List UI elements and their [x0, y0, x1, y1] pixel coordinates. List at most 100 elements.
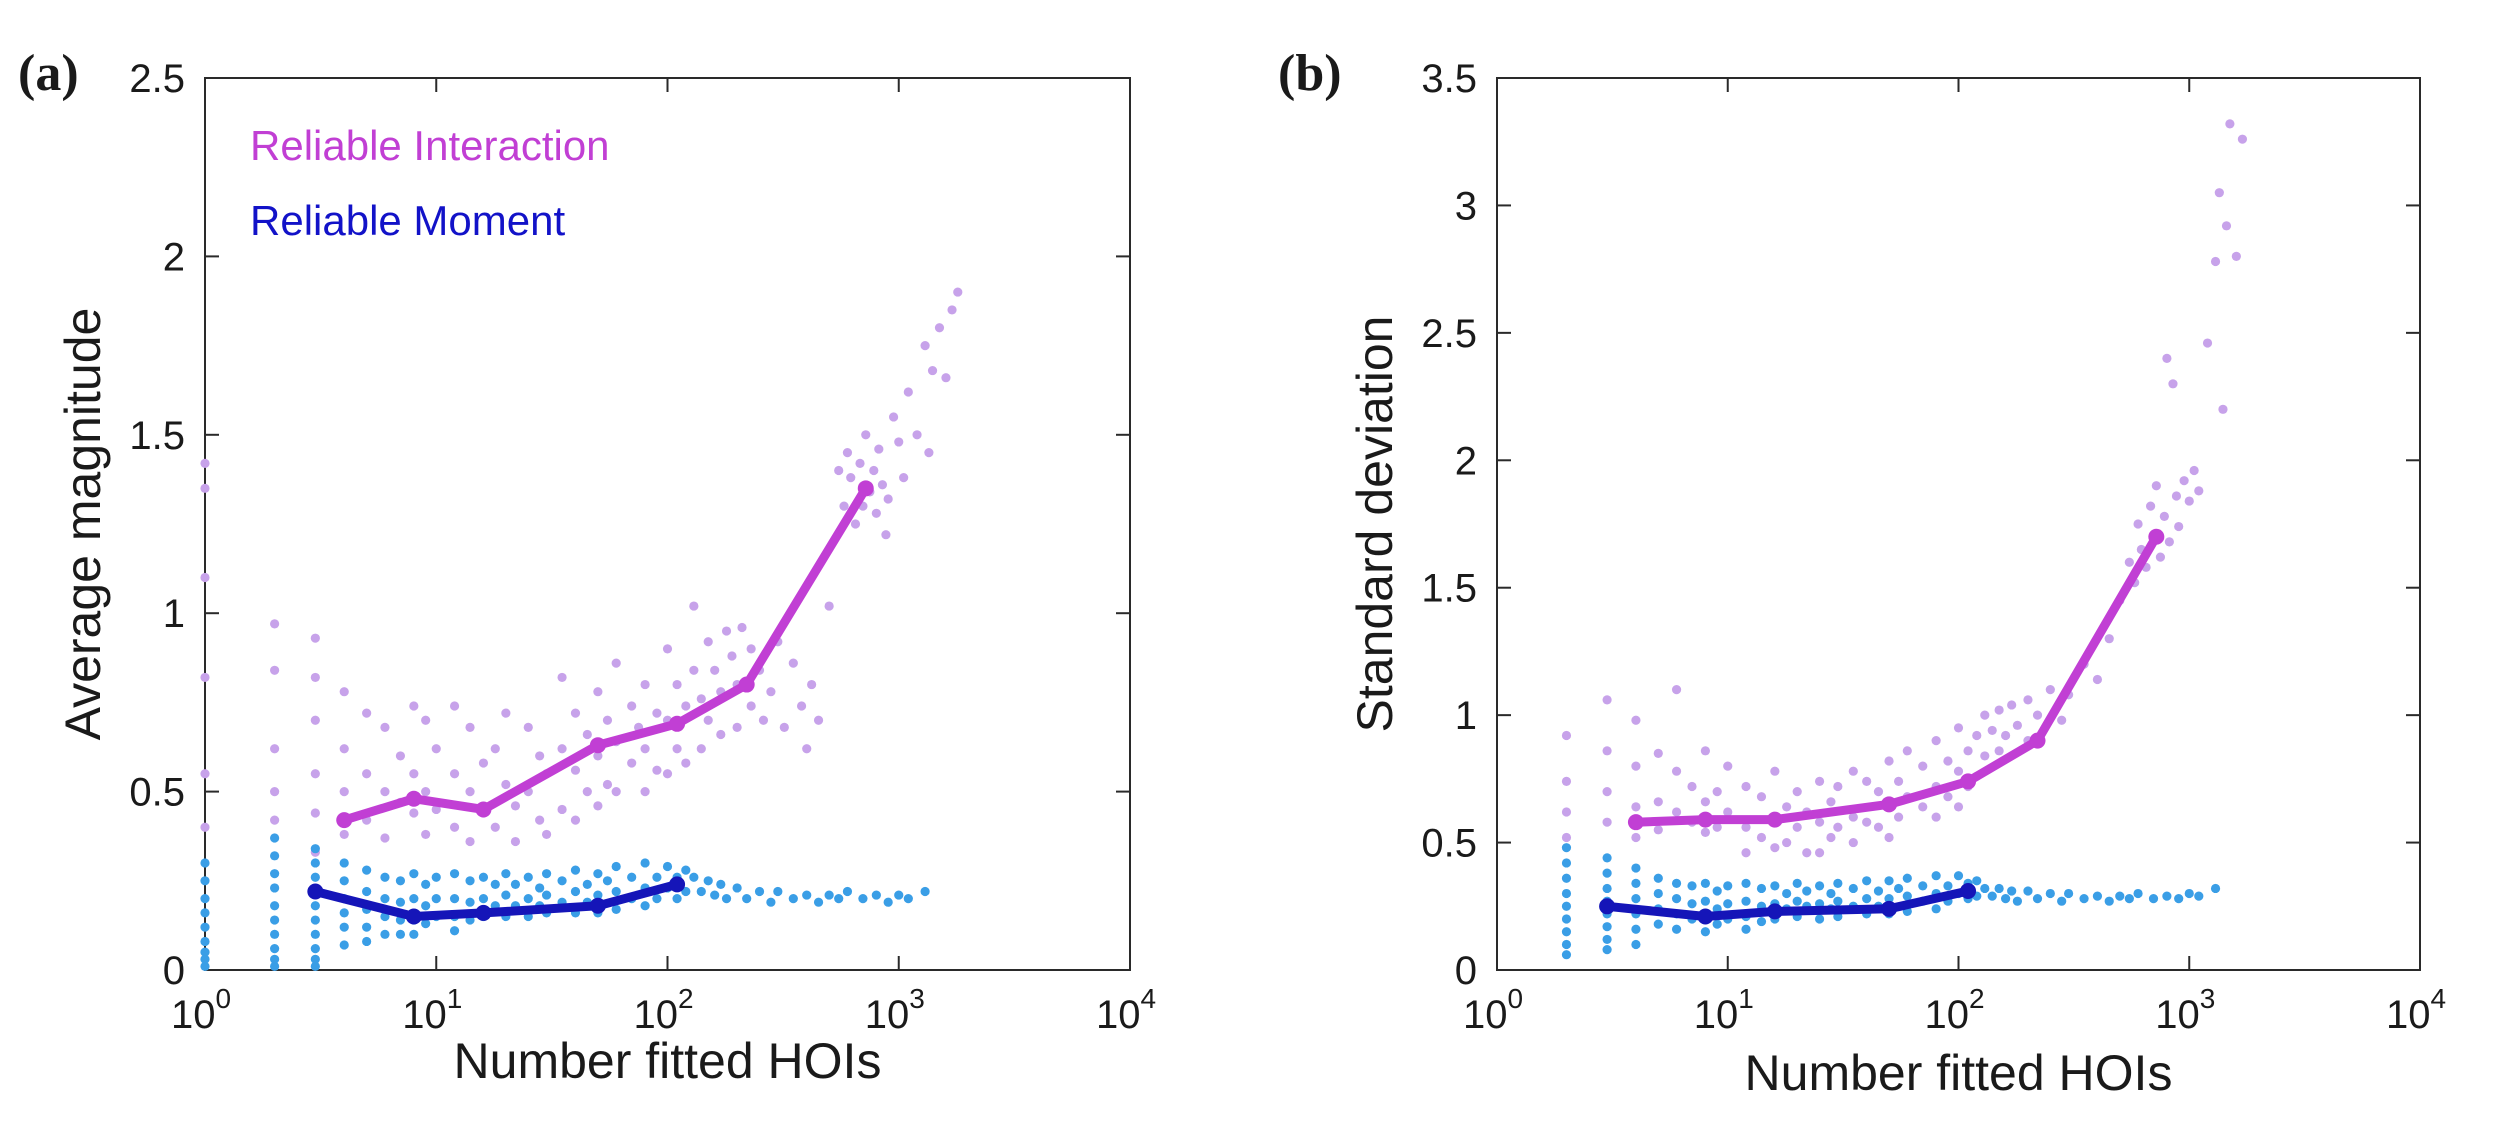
data-point [2104, 896, 2114, 906]
data-point [689, 665, 699, 675]
data-point [2218, 404, 2228, 414]
data-point [627, 758, 637, 768]
data-point [788, 894, 798, 904]
data-point [1700, 927, 1710, 937]
data-point [535, 815, 545, 825]
data-point [395, 929, 406, 939]
data-point [310, 808, 320, 818]
data-point [339, 787, 349, 797]
data-point [200, 954, 210, 964]
data-point [846, 473, 856, 483]
data-point [1631, 939, 1641, 950]
data-point [523, 894, 533, 904]
y-tick-label: 3 [1455, 184, 1477, 228]
data-point [1833, 878, 1843, 888]
data-point [1631, 715, 1641, 725]
data-point [1918, 802, 1928, 812]
data-point [1833, 896, 1843, 906]
data-point [920, 886, 930, 897]
data-point [1561, 927, 1572, 937]
mean-point [857, 480, 874, 497]
mean-point [1599, 898, 1616, 915]
data-point [1671, 878, 1682, 888]
mean-point [405, 908, 422, 925]
data-point [1987, 725, 1997, 736]
data-point [270, 869, 280, 879]
x-tick-label: 103 [2155, 983, 2215, 1037]
data-point [465, 787, 475, 797]
data-point [1893, 812, 1904, 822]
data-point [2231, 251, 2241, 261]
data-point [339, 876, 349, 886]
data-point [1671, 766, 1682, 776]
data-point [1561, 730, 1572, 741]
data-point [557, 876, 567, 886]
panel-label: (a) [18, 45, 79, 102]
data-point [696, 744, 706, 754]
data-point [1953, 766, 1964, 776]
data-point [1653, 888, 1663, 899]
data-point [310, 954, 320, 964]
data-point [824, 601, 834, 611]
data-point [1712, 919, 1722, 929]
data-point [732, 722, 742, 732]
data-point [310, 858, 320, 868]
data-point [380, 894, 390, 904]
mean-point [405, 790, 422, 807]
data-point [2007, 700, 2017, 710]
data-point [1862, 894, 1872, 904]
data-point [1631, 802, 1641, 812]
y-axis-title: Average magnitude [55, 308, 111, 741]
data-point [1862, 776, 1872, 787]
data-point [310, 769, 320, 779]
data-point [1972, 730, 1982, 741]
data-point [270, 787, 280, 797]
data-point [510, 836, 521, 847]
data-point [2146, 501, 2156, 511]
data-point [1873, 822, 1884, 832]
data-point [1653, 919, 1663, 929]
data-point [362, 708, 372, 718]
data-point [1931, 904, 1941, 914]
data-point [1943, 792, 1953, 802]
data-point [947, 305, 957, 315]
data-point [813, 715, 824, 725]
data-point [570, 886, 581, 897]
data-point [593, 869, 603, 879]
data-point [2045, 888, 2055, 899]
data-point [380, 833, 390, 843]
data-point [871, 508, 881, 518]
data-point [490, 744, 500, 754]
mean-point [475, 801, 492, 818]
data-point [2124, 557, 2134, 567]
data-point [270, 815, 280, 825]
data-point [270, 961, 280, 972]
data-point [662, 644, 673, 654]
data-point [310, 901, 320, 911]
data-point [1653, 825, 1663, 835]
data-marks [200, 287, 963, 972]
data-point [409, 894, 419, 904]
data-point [1602, 817, 1612, 827]
y-tick-label: 2 [163, 235, 185, 279]
data-point [2210, 256, 2221, 267]
data-point [1943, 756, 1953, 766]
data-point [802, 890, 812, 900]
data-point [1756, 792, 1767, 802]
data-point [2133, 888, 2143, 899]
data-point [716, 729, 726, 740]
x-tick-label: 104 [2386, 983, 2446, 1037]
data-point [557, 744, 567, 754]
data-point [2159, 511, 2169, 521]
y-tick-label: 0 [163, 949, 185, 993]
data-point [877, 480, 888, 490]
x-tick-exponent: 4 [1140, 983, 1156, 1014]
data-point [953, 287, 963, 297]
data-point [1802, 848, 1812, 858]
x-tick-label: 102 [633, 983, 693, 1037]
data-point [200, 947, 210, 957]
data-point [824, 890, 834, 900]
x-tick-exponent: 3 [909, 983, 925, 1014]
data-point [703, 715, 713, 725]
data-point [1814, 914, 1825, 924]
